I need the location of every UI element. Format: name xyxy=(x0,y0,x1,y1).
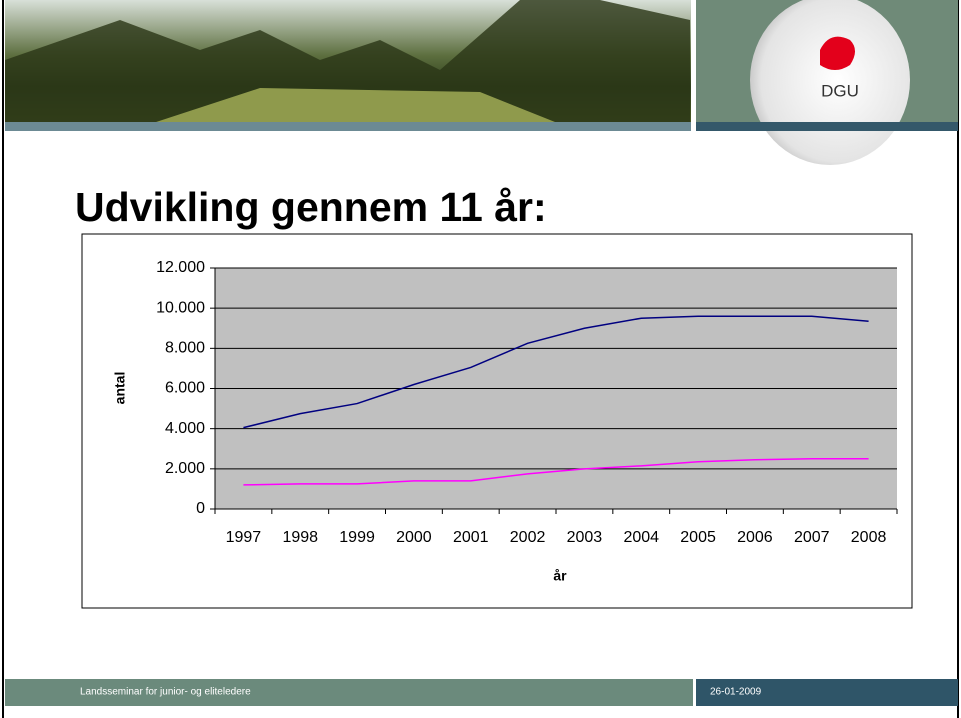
logo-text: DGU xyxy=(821,81,859,100)
y-axis-label: antal xyxy=(112,372,128,405)
x-tick-label: 2004 xyxy=(623,529,659,546)
x-tick-label: 2006 xyxy=(737,529,773,546)
slide: DGU Udvikling gennem 11 år: antal år Lan… xyxy=(0,0,961,718)
x-tick-label: 2001 xyxy=(453,529,489,546)
y-tick-label: 0 xyxy=(196,500,205,517)
y-tick-label: 4.000 xyxy=(165,420,205,437)
x-tick-label: 2007 xyxy=(794,529,830,546)
y-tick-label: 12.000 xyxy=(156,259,205,276)
x-tick-label: 1998 xyxy=(282,529,318,546)
y-tick-label: 2.000 xyxy=(165,460,205,477)
header-bar xyxy=(5,122,691,131)
slide-title: Udvikling gennem 11 år: xyxy=(75,184,547,230)
x-tick-label: 2005 xyxy=(680,529,716,546)
x-tick-label: 1999 xyxy=(339,529,375,546)
x-tick-label: 2000 xyxy=(396,529,432,546)
x-tick-label: 2002 xyxy=(510,529,546,546)
x-tick-label: 2003 xyxy=(567,529,603,546)
x-tick-label: 2008 xyxy=(851,529,887,546)
footer-date: 26-01-2009 xyxy=(710,687,762,698)
x-axis-label: år xyxy=(553,568,567,584)
y-tick-label: 8.000 xyxy=(165,340,205,357)
y-tick-label: 6.000 xyxy=(165,380,205,397)
x-tick-label: 1997 xyxy=(226,529,262,546)
y-tick-label: 10.000 xyxy=(156,299,205,316)
footer-text: Landsseminar for junior- og eliteledere xyxy=(80,687,251,698)
header-bar xyxy=(696,122,958,131)
